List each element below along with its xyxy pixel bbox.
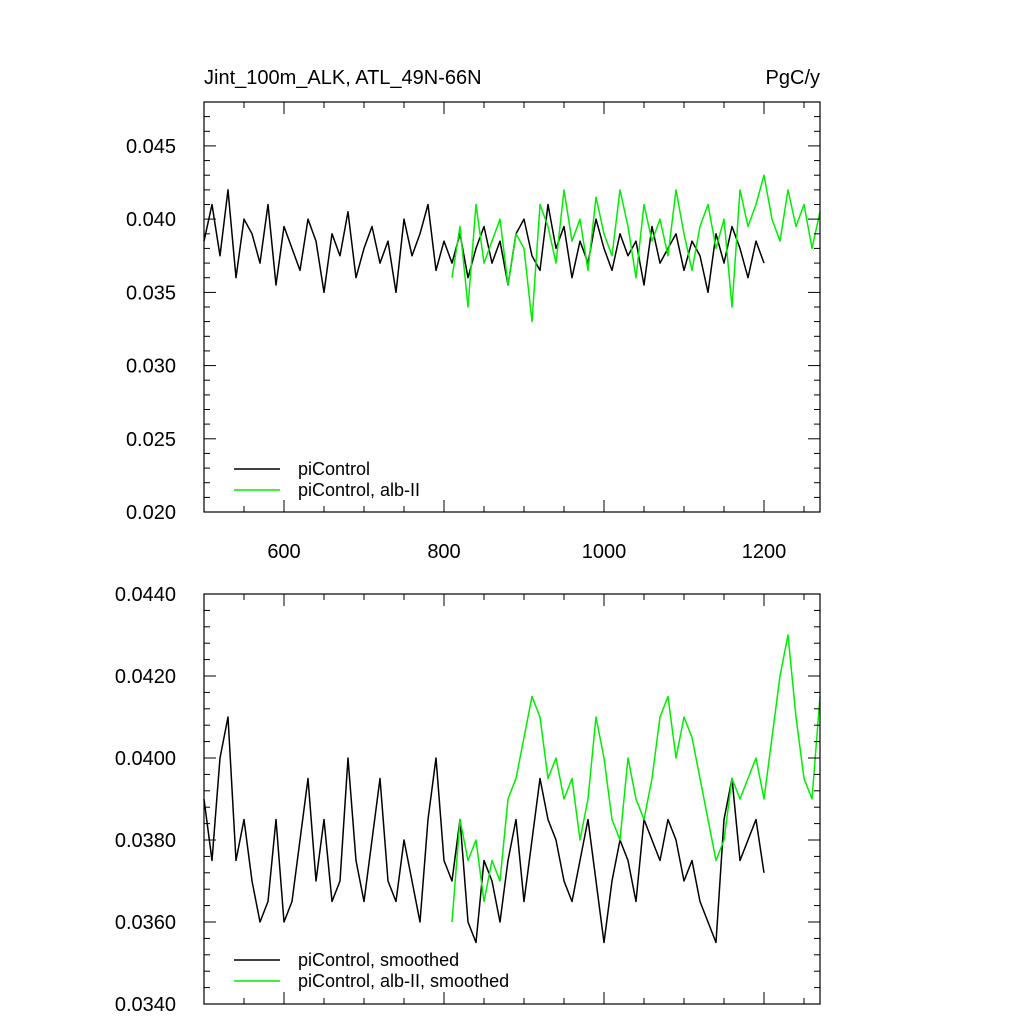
y-tick-label: 0.025	[126, 429, 176, 451]
series-line-2	[451, 174, 821, 323]
y-tick-label: 0.035	[126, 282, 176, 304]
y-tick-label: 0.030	[126, 356, 176, 378]
units-label: PgC/y	[766, 67, 820, 89]
legend-entry-series-1: piControl, smoothed	[298, 950, 459, 970]
series-line-1	[203, 189, 765, 294]
series-line-1	[203, 716, 765, 944]
plot-frame	[203, 101, 821, 513]
x-tick-label: 800	[427, 541, 460, 563]
y-tick-label: 0.0420	[115, 666, 176, 688]
y-tick-label: 0.020	[126, 502, 176, 524]
chart-title: Jint_100m_ALK, ATL_49N-66N	[204, 67, 482, 89]
y-tick-label: 0.045	[126, 136, 176, 158]
x-tick-label: 1000	[582, 541, 627, 563]
bottom-panel: 0.0340 0.0360 0.0380 0.0400 0.0420 0.0440 piC…	[115, 584, 821, 1016]
y-tick-label: 0.040	[126, 209, 176, 231]
legend: piControl, smoothed piControl, alb-II, s…	[234, 950, 509, 991]
y-tick-label: 0.0400	[115, 748, 176, 770]
legend-entry-series-2: piControl, alb-II	[298, 480, 420, 500]
legend: piControl piControl, alb-II	[234, 459, 420, 500]
legend-entry-series-2: piControl, alb-II, smoothed	[298, 971, 509, 991]
x-tick-label: 600	[267, 541, 300, 563]
x-tick-label: 1200	[742, 541, 787, 563]
y-tick-label: 0.0440	[115, 584, 176, 606]
plot-frame	[203, 593, 821, 1005]
series-line-2	[451, 634, 821, 923]
y-tick-label: 0.0360	[115, 912, 176, 934]
y-tick-label: 0.0340	[115, 994, 176, 1016]
y-tick-label: 0.0380	[115, 830, 176, 852]
top-panel: Jint_100m_ALK, ATL_49N-66N PgC/y 0.020 0.…	[126, 67, 821, 563]
legend-entry-series-1: piControl	[298, 459, 370, 479]
